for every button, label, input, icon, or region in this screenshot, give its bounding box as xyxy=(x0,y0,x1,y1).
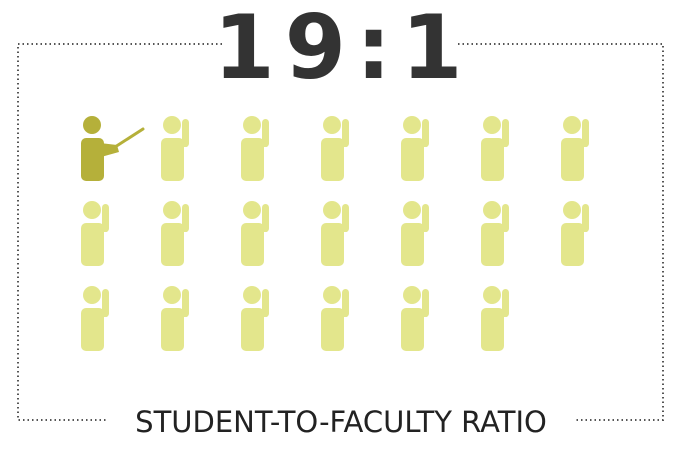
icon-pointer xyxy=(113,127,145,149)
icon-head xyxy=(403,116,421,134)
icon-shoulder xyxy=(579,224,588,232)
icon-head xyxy=(163,116,181,134)
icon-head xyxy=(563,116,581,134)
icon-head xyxy=(483,116,501,134)
icon-body xyxy=(561,223,584,266)
icon-shoulder xyxy=(99,224,108,232)
student-icon xyxy=(81,286,109,351)
student-icon xyxy=(481,116,509,181)
student-icon xyxy=(401,286,429,351)
ratio-caption: STUDENT-TO-FACULTY RATIO xyxy=(135,405,547,439)
icon-shoulder xyxy=(419,309,428,317)
icon-body xyxy=(81,308,104,351)
icon-head xyxy=(403,201,421,219)
student-icon xyxy=(561,201,589,266)
student-icon xyxy=(81,201,109,266)
student-icon xyxy=(241,201,269,266)
teacher-icon xyxy=(81,116,145,181)
icon-shoulder xyxy=(339,224,348,232)
icon-body xyxy=(241,223,264,266)
icon-body xyxy=(401,223,424,266)
icon-shoulder xyxy=(339,139,348,147)
icon-head xyxy=(163,201,181,219)
icon-shoulder xyxy=(179,224,188,232)
icon-head xyxy=(243,286,261,304)
icon-head xyxy=(163,286,181,304)
icon-shoulder xyxy=(499,224,508,232)
icon-shoulder xyxy=(99,309,108,317)
student-icon xyxy=(401,201,429,266)
icon-body xyxy=(161,138,184,181)
icon-body xyxy=(321,138,344,181)
icon-head xyxy=(483,286,501,304)
student-icon xyxy=(241,116,269,181)
icon-head xyxy=(563,201,581,219)
icon-body xyxy=(481,138,504,181)
frame-left xyxy=(17,43,222,421)
icon-body xyxy=(481,308,504,351)
icon-head xyxy=(243,116,261,134)
icon-shoulder xyxy=(419,139,428,147)
icon-head xyxy=(83,116,101,134)
icon-head xyxy=(323,116,341,134)
icon-grid xyxy=(81,116,589,351)
icon-shoulder xyxy=(179,139,188,147)
student-icon xyxy=(321,201,349,266)
icon-body xyxy=(241,308,264,351)
icon-body xyxy=(241,138,264,181)
icon-shoulder xyxy=(499,309,508,317)
icon-body xyxy=(81,223,104,266)
icon-shoulder xyxy=(419,224,428,232)
icon-shoulder xyxy=(259,139,268,147)
icon-head xyxy=(83,201,101,219)
student-icon xyxy=(401,116,429,181)
icon-shoulder xyxy=(339,309,348,317)
icon-body xyxy=(481,223,504,266)
student-icon xyxy=(481,201,509,266)
student-icon xyxy=(321,286,349,351)
icon-head xyxy=(323,286,341,304)
student-icon xyxy=(161,286,189,351)
icon-body xyxy=(321,223,344,266)
icon-head xyxy=(83,286,101,304)
student-icon xyxy=(481,286,509,351)
icon-body xyxy=(161,308,184,351)
student-icon xyxy=(241,286,269,351)
icon-body xyxy=(321,308,344,351)
student-icon xyxy=(161,116,189,181)
frame-right xyxy=(458,43,664,421)
icon-shoulder xyxy=(579,139,588,147)
icon-body xyxy=(401,138,424,181)
icon-shoulder xyxy=(179,309,188,317)
icon-head xyxy=(403,286,421,304)
student-icon xyxy=(321,116,349,181)
icon-head xyxy=(323,201,341,219)
icon-shoulder xyxy=(259,224,268,232)
ratio-title: 19:1 xyxy=(214,0,473,99)
student-icon xyxy=(161,201,189,266)
icon-shoulder xyxy=(499,139,508,147)
icon-shoulder xyxy=(259,309,268,317)
icon-head xyxy=(483,201,501,219)
icon-body xyxy=(401,308,424,351)
icon-body xyxy=(81,138,104,181)
student-icon xyxy=(561,116,589,181)
icon-head xyxy=(243,201,261,219)
icon-body xyxy=(561,138,584,181)
icon-body xyxy=(161,223,184,266)
